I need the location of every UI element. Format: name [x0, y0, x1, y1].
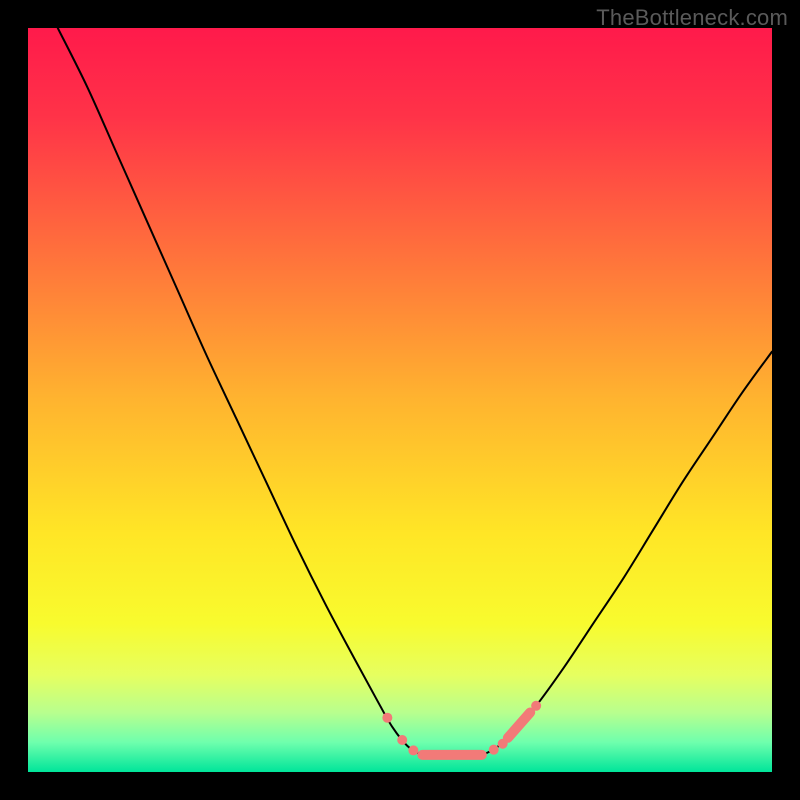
plot-background [28, 28, 772, 772]
bottleneck-chart [0, 0, 800, 800]
chart-root: TheBottleneck.com [0, 0, 800, 800]
marker-dot [397, 735, 407, 745]
marker-dot [382, 713, 392, 723]
watermark-text: TheBottleneck.com [596, 5, 788, 31]
marker-dot [498, 739, 508, 749]
marker-dot [489, 745, 499, 755]
marker-dot [408, 745, 418, 755]
marker-dot [531, 701, 541, 711]
